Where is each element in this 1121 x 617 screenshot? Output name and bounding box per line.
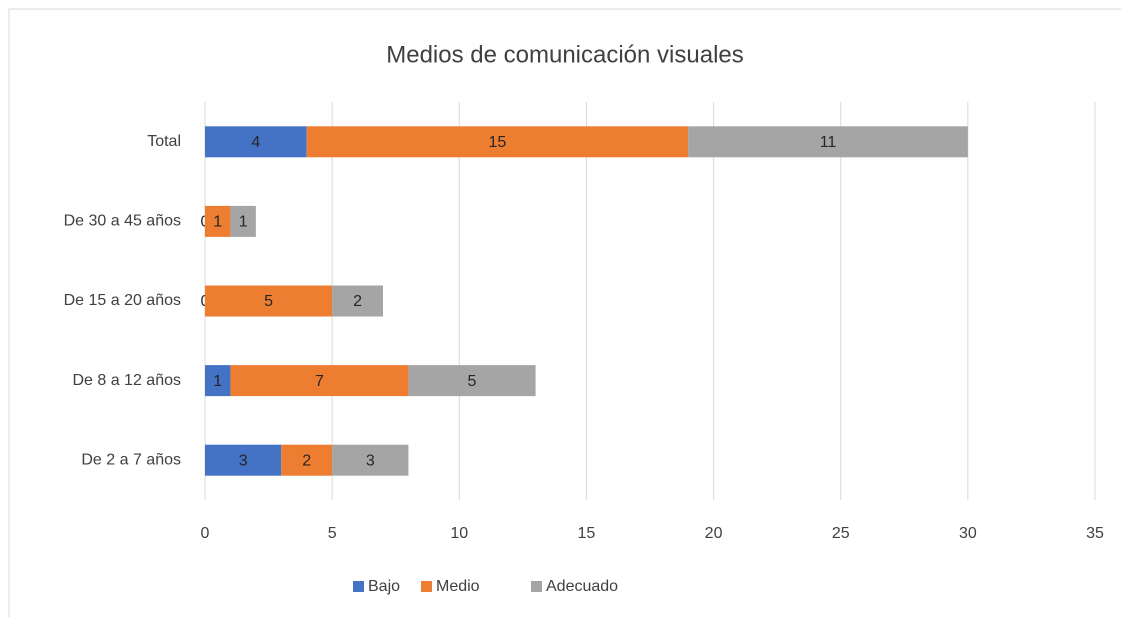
- x-tick-label: 30: [959, 525, 977, 542]
- x-tick-label: 20: [705, 525, 723, 542]
- data-label: 11: [820, 134, 837, 151]
- x-tick-label: 10: [450, 525, 468, 542]
- bar-segment: [205, 205, 231, 237]
- y-tick-label: De 2 a 7 años: [81, 451, 181, 468]
- bar-segment: [281, 444, 333, 476]
- bar-segment: [408, 365, 536, 397]
- legend-label: Medio: [436, 578, 480, 595]
- data-label: 15: [489, 134, 507, 151]
- legend-swatch: [421, 581, 432, 592]
- x-tick-label: 15: [578, 525, 596, 542]
- chart-frame: [8, 8, 1121, 617]
- bar-segment: [332, 444, 409, 476]
- data-label: 5: [468, 373, 477, 390]
- y-tick-label: De 15 a 20 años: [64, 292, 181, 309]
- data-label: 3: [366, 452, 375, 469]
- data-label: 1: [239, 214, 248, 231]
- legend-label: Adecuado: [546, 578, 618, 595]
- data-label: 7: [315, 373, 324, 390]
- y-tick-label: Total: [147, 133, 181, 150]
- y-tick-label: De 8 a 12 años: [72, 372, 181, 389]
- bar-segment: [688, 126, 968, 158]
- bar-segment: [205, 285, 333, 317]
- chart-title: Medios de comunicación visuales: [386, 41, 744, 68]
- bar-segment: [205, 126, 307, 158]
- legend-swatch: [531, 581, 542, 592]
- data-label: 3: [239, 452, 248, 469]
- legend-swatch: [353, 581, 364, 592]
- y-tick-label: De 30 a 45 años: [64, 213, 181, 230]
- data-label: 2: [353, 293, 362, 310]
- bar-segment: [332, 285, 383, 317]
- legend-label: Bajo: [368, 578, 400, 595]
- data-label: 5: [264, 293, 273, 310]
- x-tick-label: 35: [1086, 525, 1104, 542]
- data-label: 1: [213, 373, 222, 390]
- data-label: 4: [251, 134, 260, 151]
- bar-segment: [205, 365, 231, 397]
- x-tick-label: 5: [328, 525, 337, 542]
- x-tick-label: 0: [201, 525, 210, 542]
- x-tick-label: 25: [832, 525, 850, 542]
- bar-segment: [306, 126, 689, 158]
- data-label: 2: [302, 452, 311, 469]
- bar-segment: [205, 444, 282, 476]
- data-label: 1: [213, 214, 222, 231]
- bar-segment: [230, 205, 256, 237]
- bar-segment: [230, 365, 409, 397]
